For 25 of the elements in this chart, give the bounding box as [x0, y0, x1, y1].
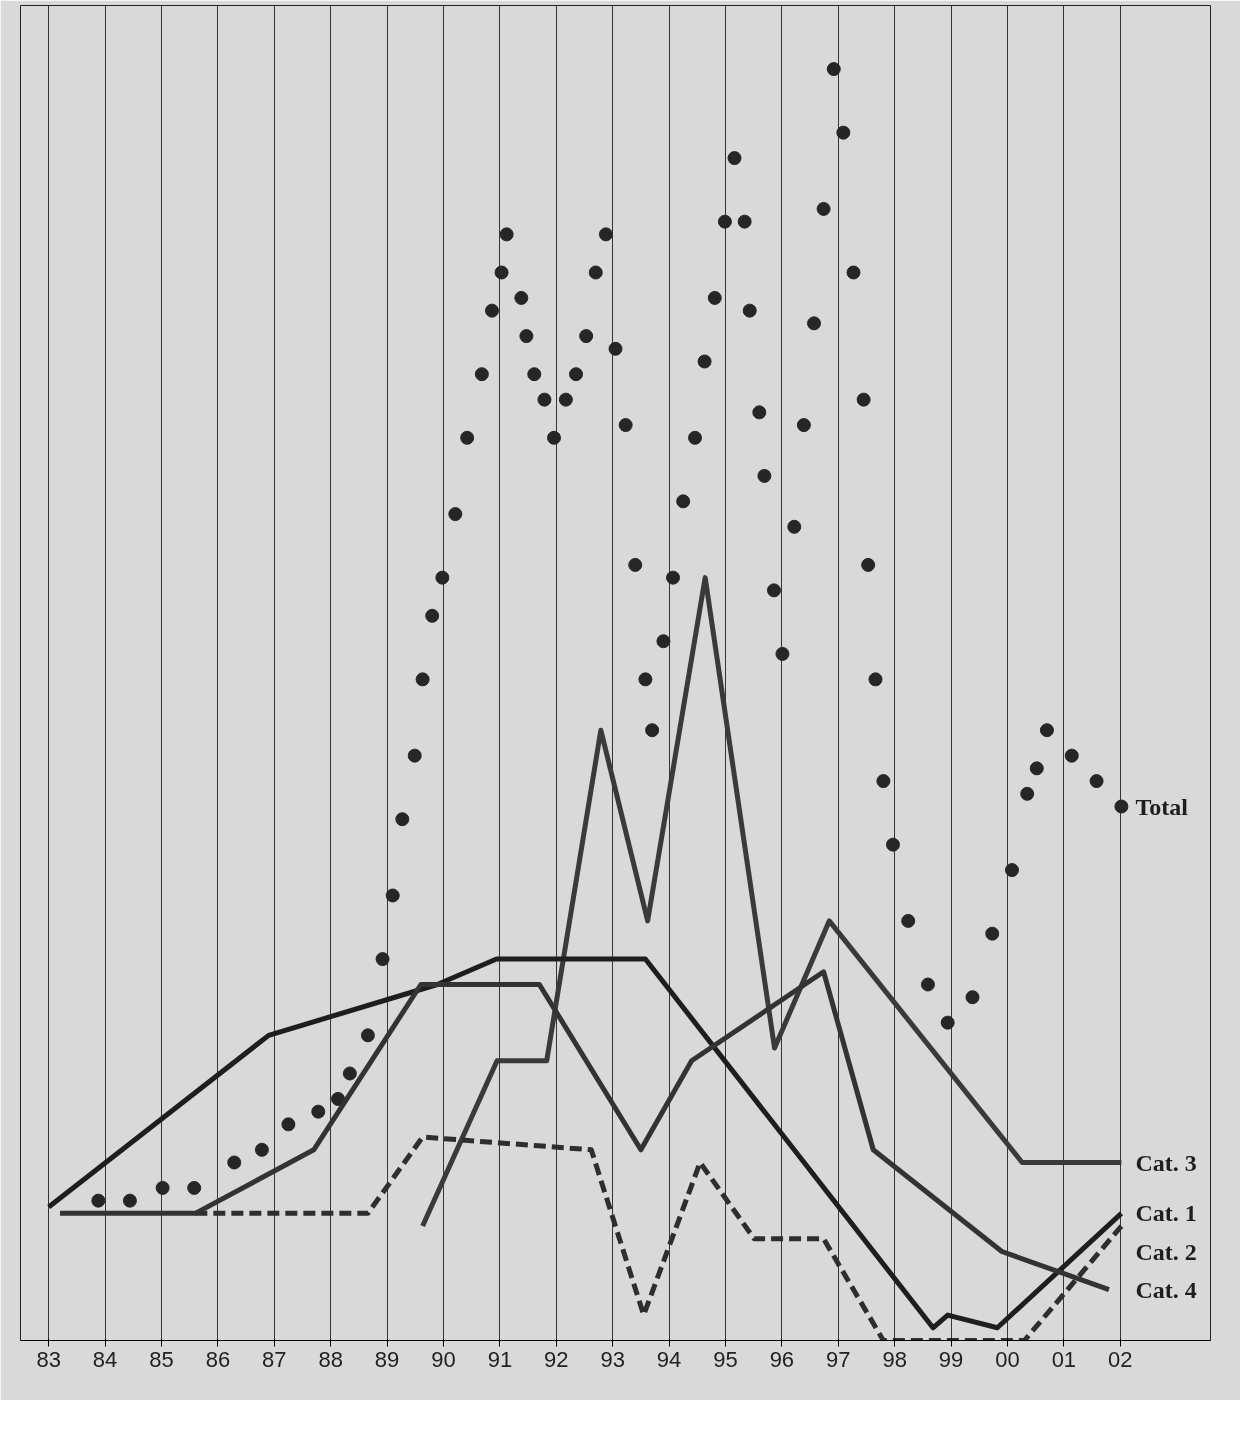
- x-tick-label: 00: [995, 1346, 1020, 1372]
- series-label: Cat. 3: [1135, 1149, 1197, 1176]
- x-tick-label: 97: [826, 1346, 851, 1372]
- series-label: Cat. 2: [1135, 1238, 1197, 1265]
- series-label: Total: [1135, 793, 1189, 820]
- series-label: Cat. 1: [1135, 1200, 1197, 1227]
- series-label: Cat. 4: [1135, 1276, 1197, 1303]
- x-tick-label: 89: [374, 1346, 400, 1372]
- x-tick-label: 93: [600, 1346, 625, 1372]
- x-tick-label: 95: [713, 1346, 738, 1372]
- x-tick-label: 02: [1108, 1346, 1133, 1372]
- x-tick-label: 94: [656, 1346, 682, 1372]
- x-tick-label: 01: [1051, 1346, 1077, 1372]
- x-tick-label: 85: [149, 1346, 174, 1372]
- x-tick-label: 92: [544, 1346, 569, 1372]
- x-tick-label: 99: [938, 1346, 964, 1372]
- x-tick-label: 96: [769, 1346, 795, 1372]
- x-tick-label: 88: [318, 1346, 343, 1372]
- x-tick-label: 90: [431, 1346, 456, 1372]
- x-tick-label: 86: [205, 1346, 231, 1372]
- x-tick-label: 83: [36, 1346, 61, 1372]
- x-tick-label: 98: [882, 1346, 907, 1372]
- x-tick-label: 91: [487, 1346, 513, 1372]
- x-tick-label: 87: [262, 1346, 287, 1372]
- x-tick-label: 84: [92, 1346, 118, 1372]
